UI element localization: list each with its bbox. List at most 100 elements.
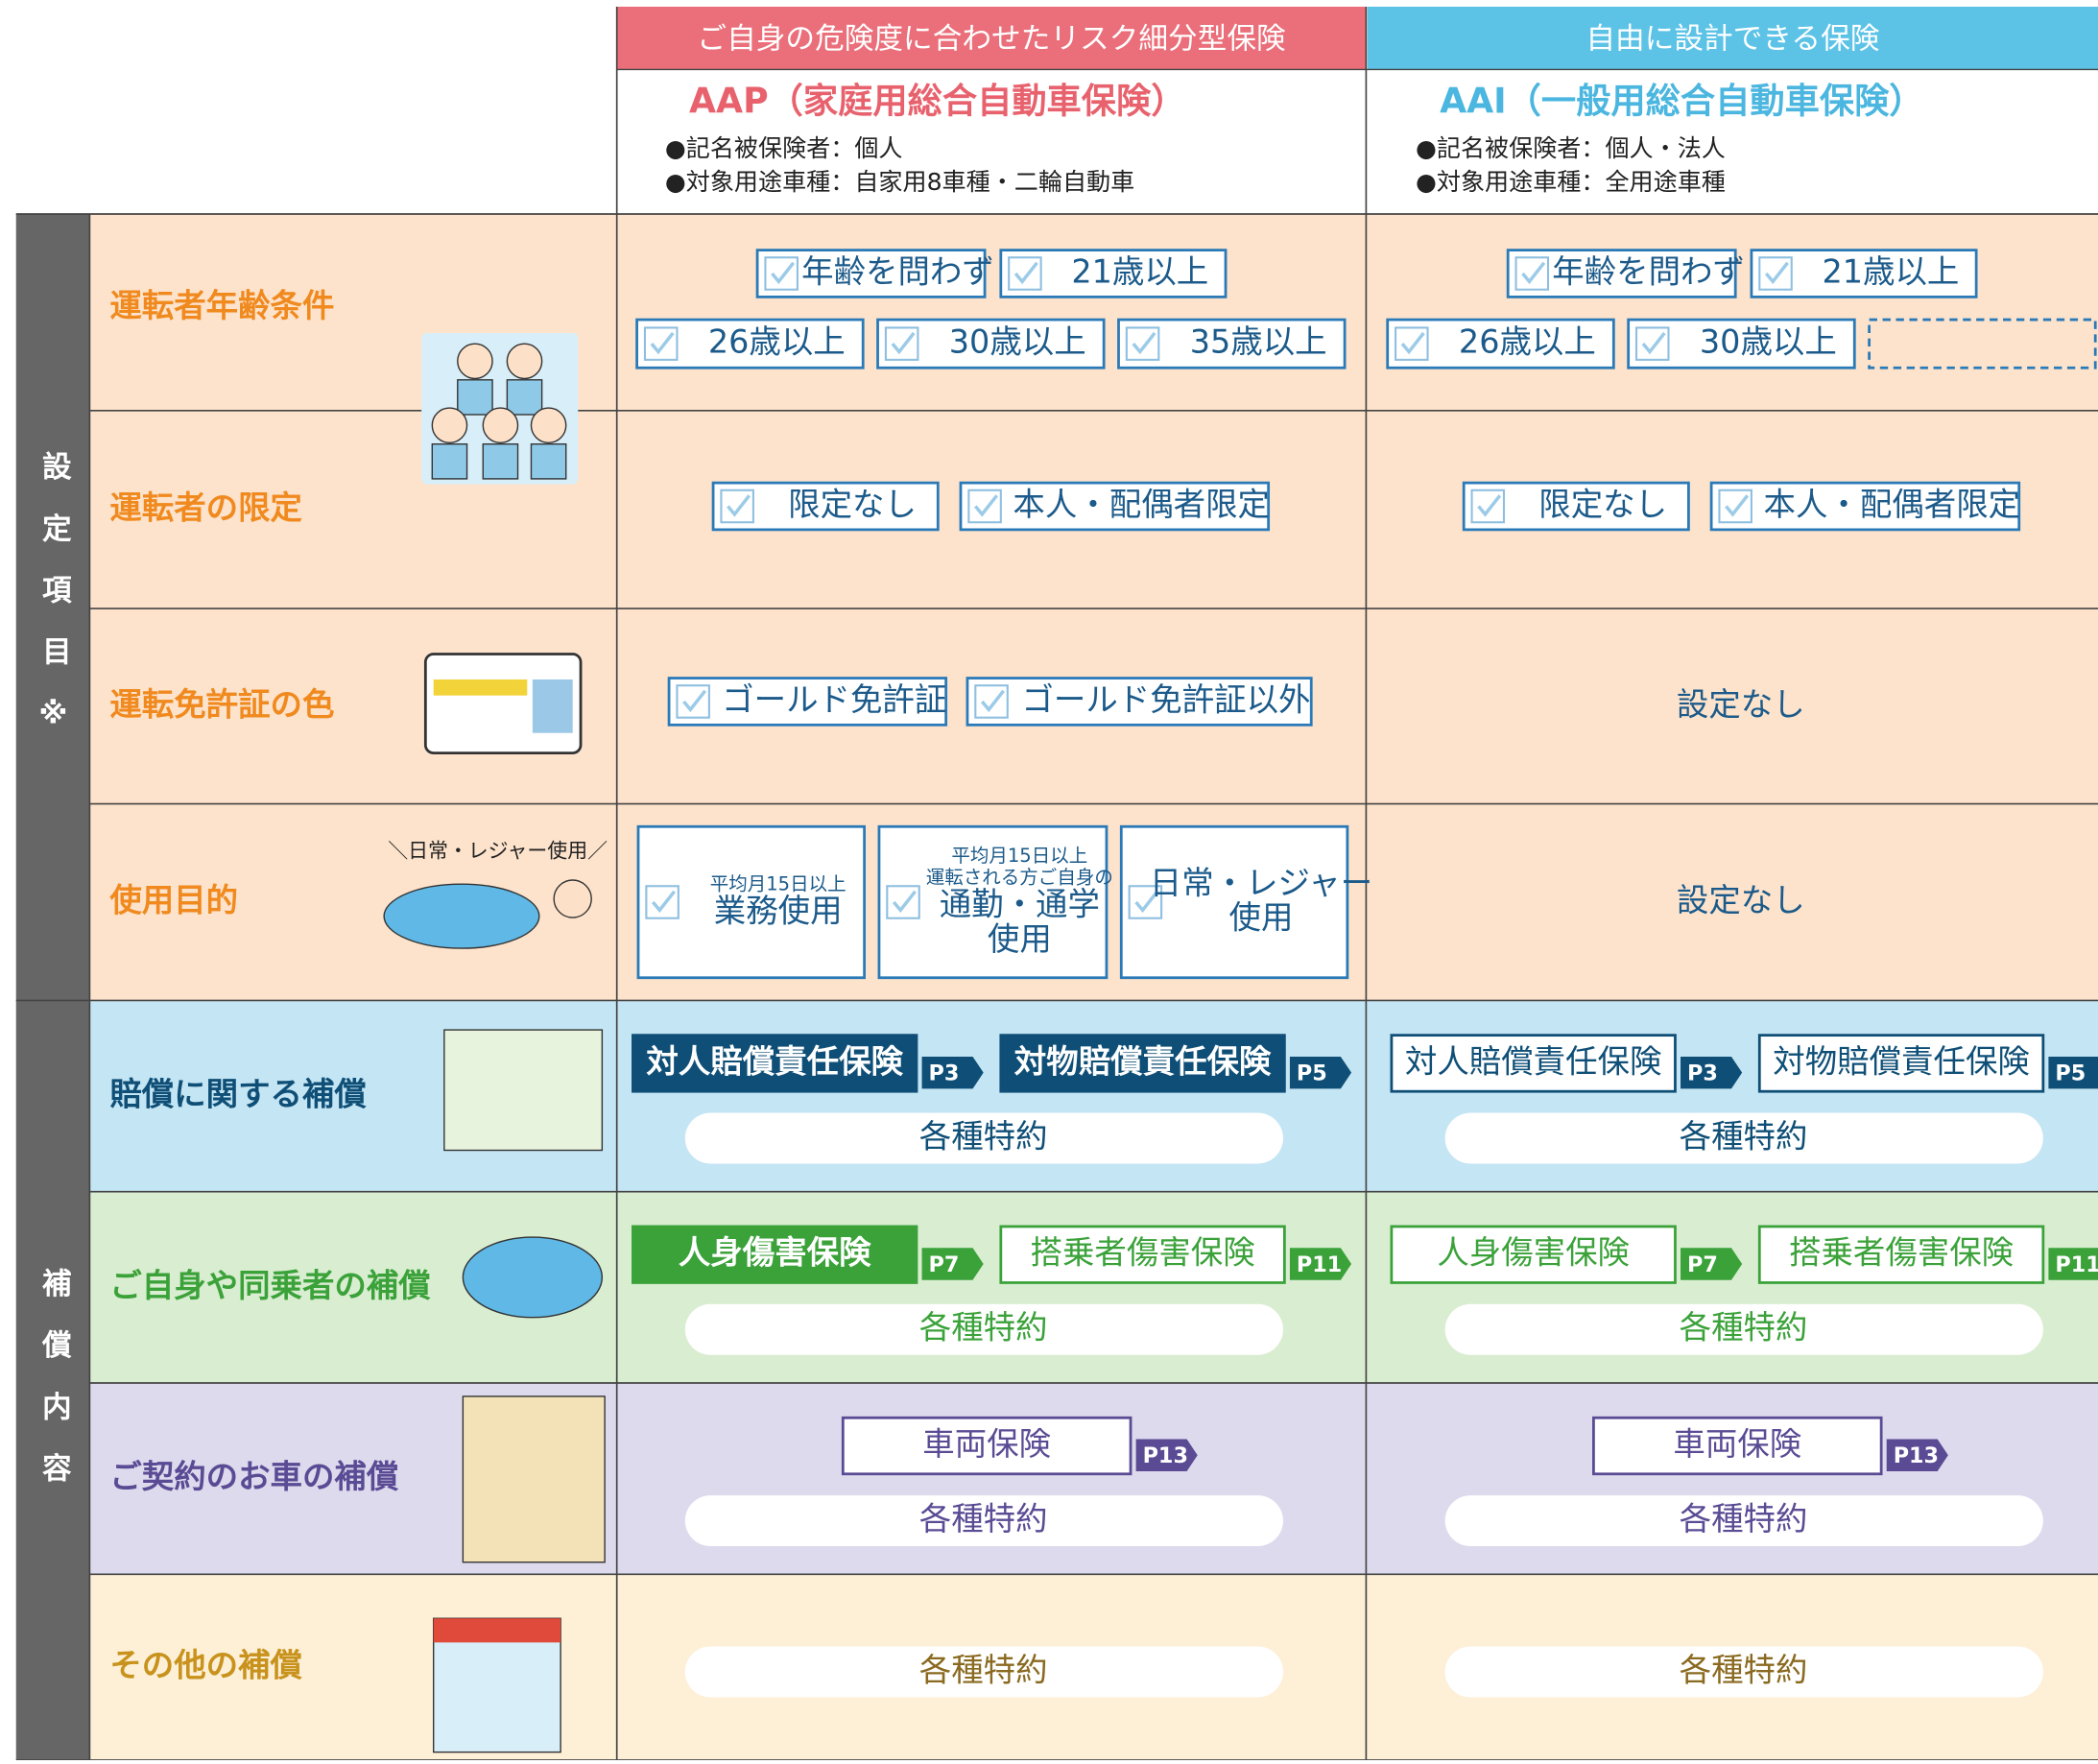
rider-pill xyxy=(684,1112,1283,1164)
coverage-item xyxy=(999,1225,1286,1284)
option-label: 本人・配偶者限定 xyxy=(1013,486,1270,523)
person-head xyxy=(506,343,543,380)
row-label: 運転者の限定 xyxy=(109,489,302,526)
cell-text: 設定なし xyxy=(1677,685,1805,723)
coverage-item xyxy=(632,1034,918,1093)
page-ref: P7 xyxy=(929,1252,960,1277)
check-mark xyxy=(1013,261,1038,285)
option-label: 年齢を問わず xyxy=(801,252,994,290)
page-ref: P11 xyxy=(2055,1252,2098,1277)
option-note: 平均月15日以上 xyxy=(951,845,1087,867)
option-label: 26歳以上 xyxy=(1459,323,1596,361)
illustration-store xyxy=(443,1029,604,1152)
product-title: AAP（家庭用総合自動車保険） xyxy=(689,80,1186,121)
rider-label: 各種特約 xyxy=(1680,1309,1808,1347)
illustration-caption: ＼日常・レジャー使用／ xyxy=(388,840,608,863)
check-mark xyxy=(651,890,677,914)
product-note: ●記名被保険者：個人・法人 xyxy=(1416,134,1726,162)
check-mark xyxy=(771,261,796,285)
option-label: 21歳以上 xyxy=(1071,252,1208,290)
option-label: 日常・レジャー xyxy=(1150,864,1372,901)
cafe-awning xyxy=(433,1618,561,1643)
page-tag xyxy=(921,1056,984,1089)
page-tag xyxy=(1289,1056,1352,1089)
person-head xyxy=(530,407,567,443)
person-body xyxy=(506,379,543,416)
option-label: 21歳以上 xyxy=(1822,252,1959,290)
page-tag xyxy=(1886,1439,1948,1471)
person-head xyxy=(482,407,519,443)
rider-label: 各種特約 xyxy=(1680,1500,1808,1538)
check-mark xyxy=(892,890,917,914)
check-mark xyxy=(1764,261,1789,285)
option-box xyxy=(1709,481,2021,532)
coverage-item xyxy=(1592,1416,1883,1476)
product-title: AAI（一般用総合自動車保険） xyxy=(1440,80,1923,121)
check-mark xyxy=(1725,494,1750,517)
check-mark xyxy=(1134,890,1159,914)
check-mark xyxy=(1521,261,1546,285)
coverage-item-label: 対人賠償責任保険 xyxy=(1405,1042,1662,1080)
rider-label: 各種特約 xyxy=(919,1117,1048,1155)
group-label: 設定項目※ xyxy=(36,450,71,763)
coverage-item-label: 人身傷害保険 xyxy=(1437,1234,1630,1272)
option-label: ゴールド免許証以外 xyxy=(1021,680,1310,718)
cell-text: 設定なし xyxy=(1677,881,1805,918)
option-box xyxy=(667,677,948,727)
person-body xyxy=(457,379,493,416)
check-mark xyxy=(891,331,916,355)
person-body xyxy=(482,442,519,480)
page-tag xyxy=(1289,1248,1352,1280)
rider-label: 各種特約 xyxy=(1680,1117,1808,1155)
illustration-person xyxy=(553,879,592,918)
option-label: 26歳以上 xyxy=(708,323,846,361)
person-body xyxy=(530,442,567,480)
page-tag xyxy=(1135,1439,1198,1471)
column-header: 自由に設計できる保険 xyxy=(1585,22,1879,56)
rider-label: 各種特約 xyxy=(919,1500,1048,1538)
rider-pill xyxy=(1444,1646,2043,1698)
rider-label: 各種特約 xyxy=(919,1652,1048,1689)
coverage-item-label: 搭乗者傷害保険 xyxy=(1789,1234,2014,1272)
row-label: ご契約のお車の補償 xyxy=(109,1458,399,1495)
license-photo xyxy=(532,679,573,733)
option-label: 本人・配偶者限定 xyxy=(1764,486,2021,523)
coverage-item xyxy=(1757,1225,2045,1284)
coverage-item-label: 車両保険 xyxy=(1673,1425,1801,1463)
check-mark xyxy=(727,494,751,517)
check-mark xyxy=(1641,331,1666,355)
column-header-bg xyxy=(616,6,1367,70)
product-note: ●記名被保険者：個人 xyxy=(665,134,903,162)
check-mark xyxy=(682,689,707,713)
check-mark xyxy=(1477,494,1502,517)
page-ref: P3 xyxy=(929,1061,960,1086)
option-label: 使用 xyxy=(988,920,1052,958)
column-header: ご自身の危険度に合わせたリスク細分型保険 xyxy=(697,22,1285,56)
illustration-wall xyxy=(462,1395,606,1563)
option-label: 通勤・通学 xyxy=(940,886,1100,923)
coverage-item xyxy=(1390,1225,1677,1284)
rider-pill xyxy=(684,1303,1283,1355)
option-label: 30歳以上 xyxy=(949,323,1086,361)
row-label: 使用目的 xyxy=(109,881,238,918)
option-box xyxy=(966,677,1313,727)
rider-pill xyxy=(684,1646,1283,1698)
illustration-crash xyxy=(462,1236,604,1319)
page-ref: P5 xyxy=(1297,1061,1327,1086)
option-box xyxy=(959,481,1271,532)
page-tag xyxy=(2048,1056,2098,1089)
product-note: ●対象用途車種：全用途車種 xyxy=(1416,168,1726,196)
rider-pill xyxy=(1444,1303,2043,1355)
check-icon xyxy=(1008,256,1042,291)
option-label: 限定なし xyxy=(788,486,917,523)
check-mark xyxy=(980,689,1005,713)
row-bg xyxy=(89,213,2098,411)
page-tag xyxy=(2048,1248,2098,1280)
person-head xyxy=(457,343,493,380)
rider-pill xyxy=(684,1495,1283,1547)
page-tag xyxy=(1681,1248,1743,1280)
check-mark xyxy=(1400,331,1425,355)
row-label: ご自身や同乗者の補償 xyxy=(109,1267,431,1304)
page-ref: P3 xyxy=(1687,1061,1718,1086)
